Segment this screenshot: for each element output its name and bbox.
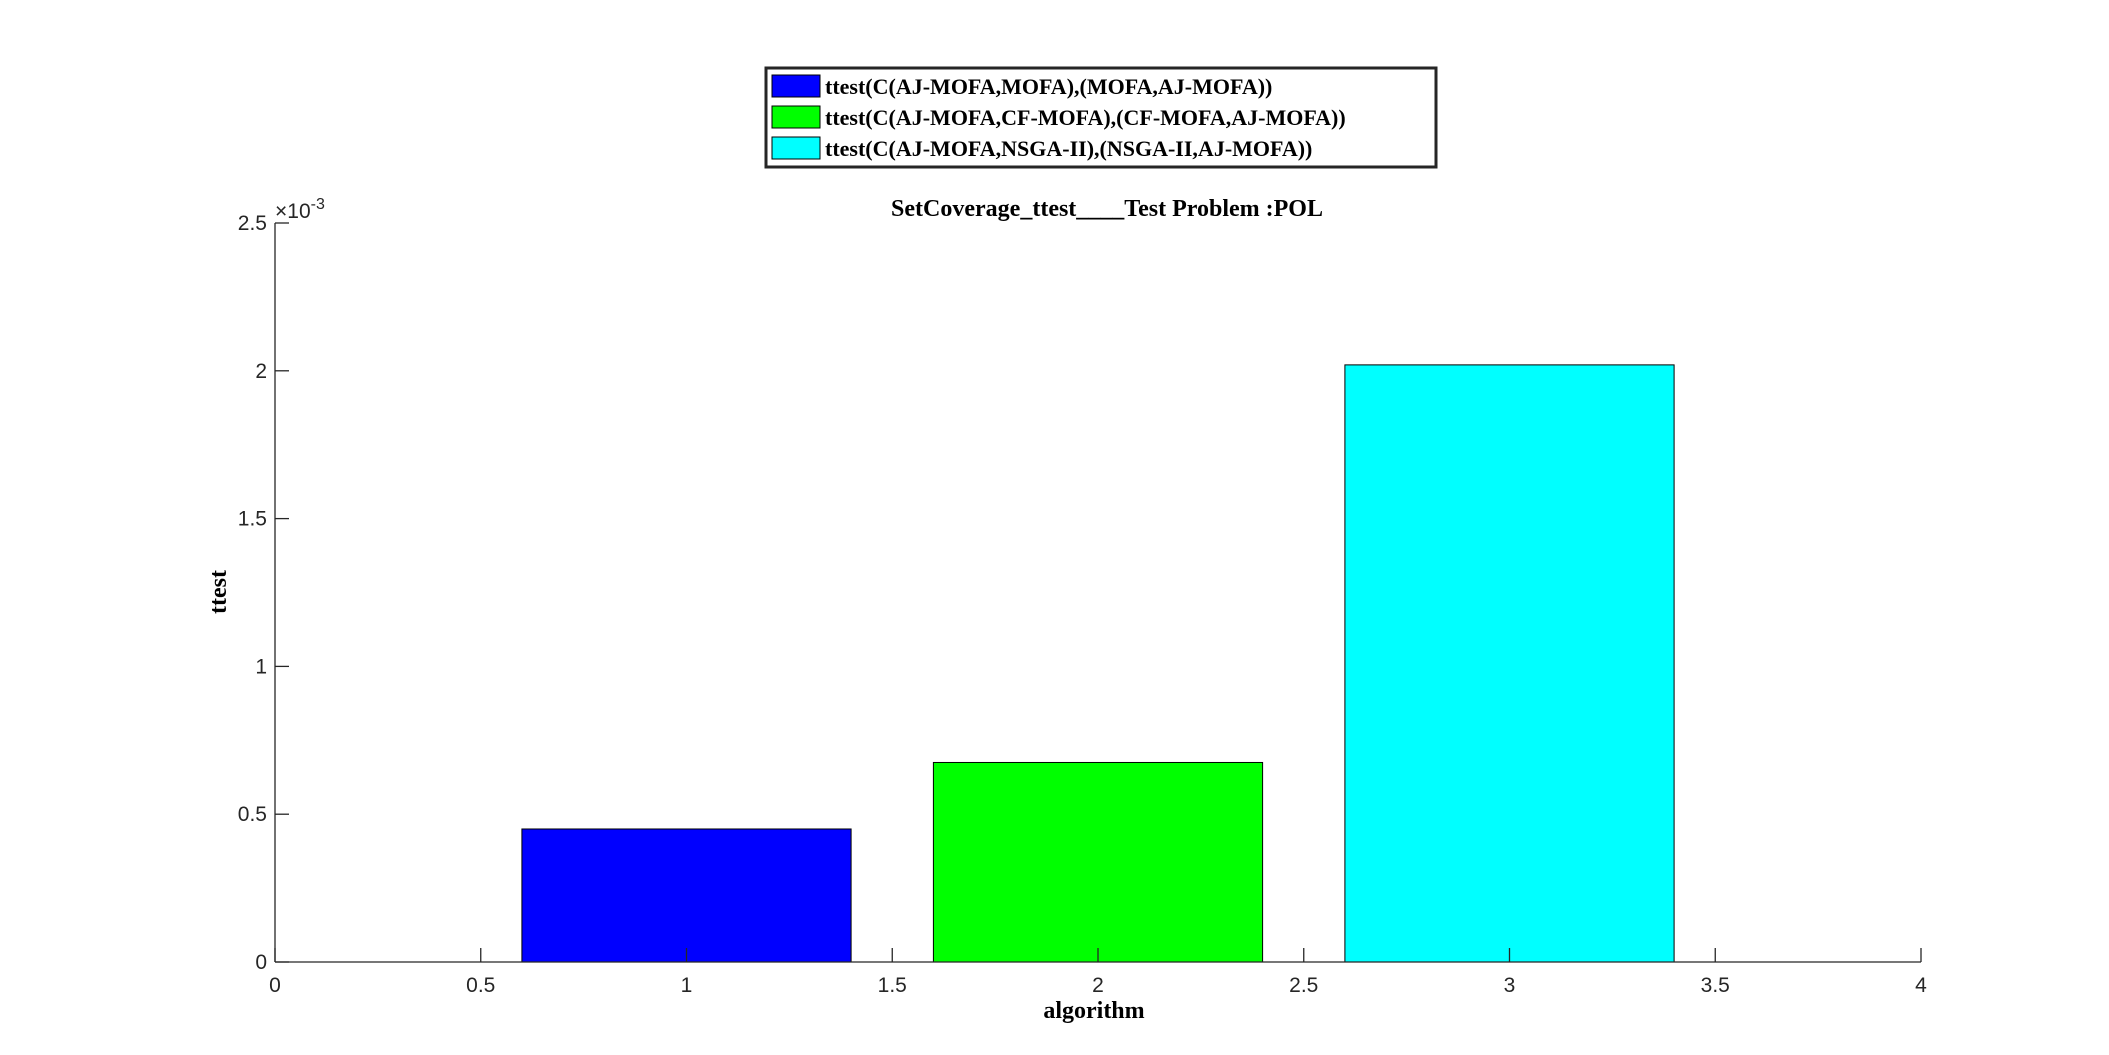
legend-box (764, 66, 1438, 169)
y-ticks: 0 0.5 1 1.5 2 2.5 (238, 212, 289, 974)
y-axis-exponent: ×10-3 (275, 196, 325, 223)
chart-title: SetCoverage_ttest____Test Problem :POL (891, 196, 1323, 222)
x-tick-label: 1.5 (878, 974, 907, 997)
y-tick-label: 2 (255, 360, 267, 383)
y-tick-label: 0 (255, 951, 267, 974)
x-tick-label: 2 (1092, 974, 1104, 997)
bar-2 (932, 761, 1264, 963)
y-axis-label: ttest (206, 570, 232, 614)
x-tick-label: 0.5 (466, 974, 495, 997)
legend-swatch (771, 74, 821, 98)
x-tick-label: 4 (1915, 974, 1927, 997)
y-tick-label: 1.5 (238, 508, 267, 531)
x-tick-label: 3.5 (1701, 974, 1730, 997)
legend-label: ttest(C(AJ-MOFA,CF-MOFA),(CF-MOFA,AJ-MOF… (825, 105, 1346, 130)
x-tick-label: 0 (269, 974, 281, 997)
y-axis-exponent-power: -3 (311, 196, 325, 213)
y-tick-label: 1 (255, 655, 267, 678)
x-tick-label: 2.5 (1289, 974, 1318, 997)
x-ticks: 0 0.5 1 1.5 2 2.5 3 3.5 4 (269, 948, 1927, 997)
legend-swatch (771, 136, 821, 160)
x-tick-label: 3 (1504, 974, 1516, 997)
bar-1 (521, 828, 852, 963)
y-axis-exponent-base: ×10 (275, 200, 311, 223)
legend-swatch (771, 105, 821, 129)
x-tick-label: 1 (681, 974, 693, 997)
y-tick-label: 2.5 (238, 212, 267, 235)
bar-3 (1344, 364, 1675, 963)
y-tick-label: 0.5 (238, 803, 267, 826)
legend: ttest(C(AJ-MOFA,MOFA),(MOFA,AJ-MOFA)) tte… (764, 66, 1438, 169)
bars (521, 364, 1675, 963)
legend-label: ttest(C(AJ-MOFA,MOFA),(MOFA,AJ-MOFA)) (825, 74, 1272, 99)
legend-label: ttest(C(AJ-MOFA,NSGA-II),(NSGA-II,AJ-MOF… (825, 136, 1312, 161)
x-axis-label: algorithm (1043, 998, 1144, 1024)
